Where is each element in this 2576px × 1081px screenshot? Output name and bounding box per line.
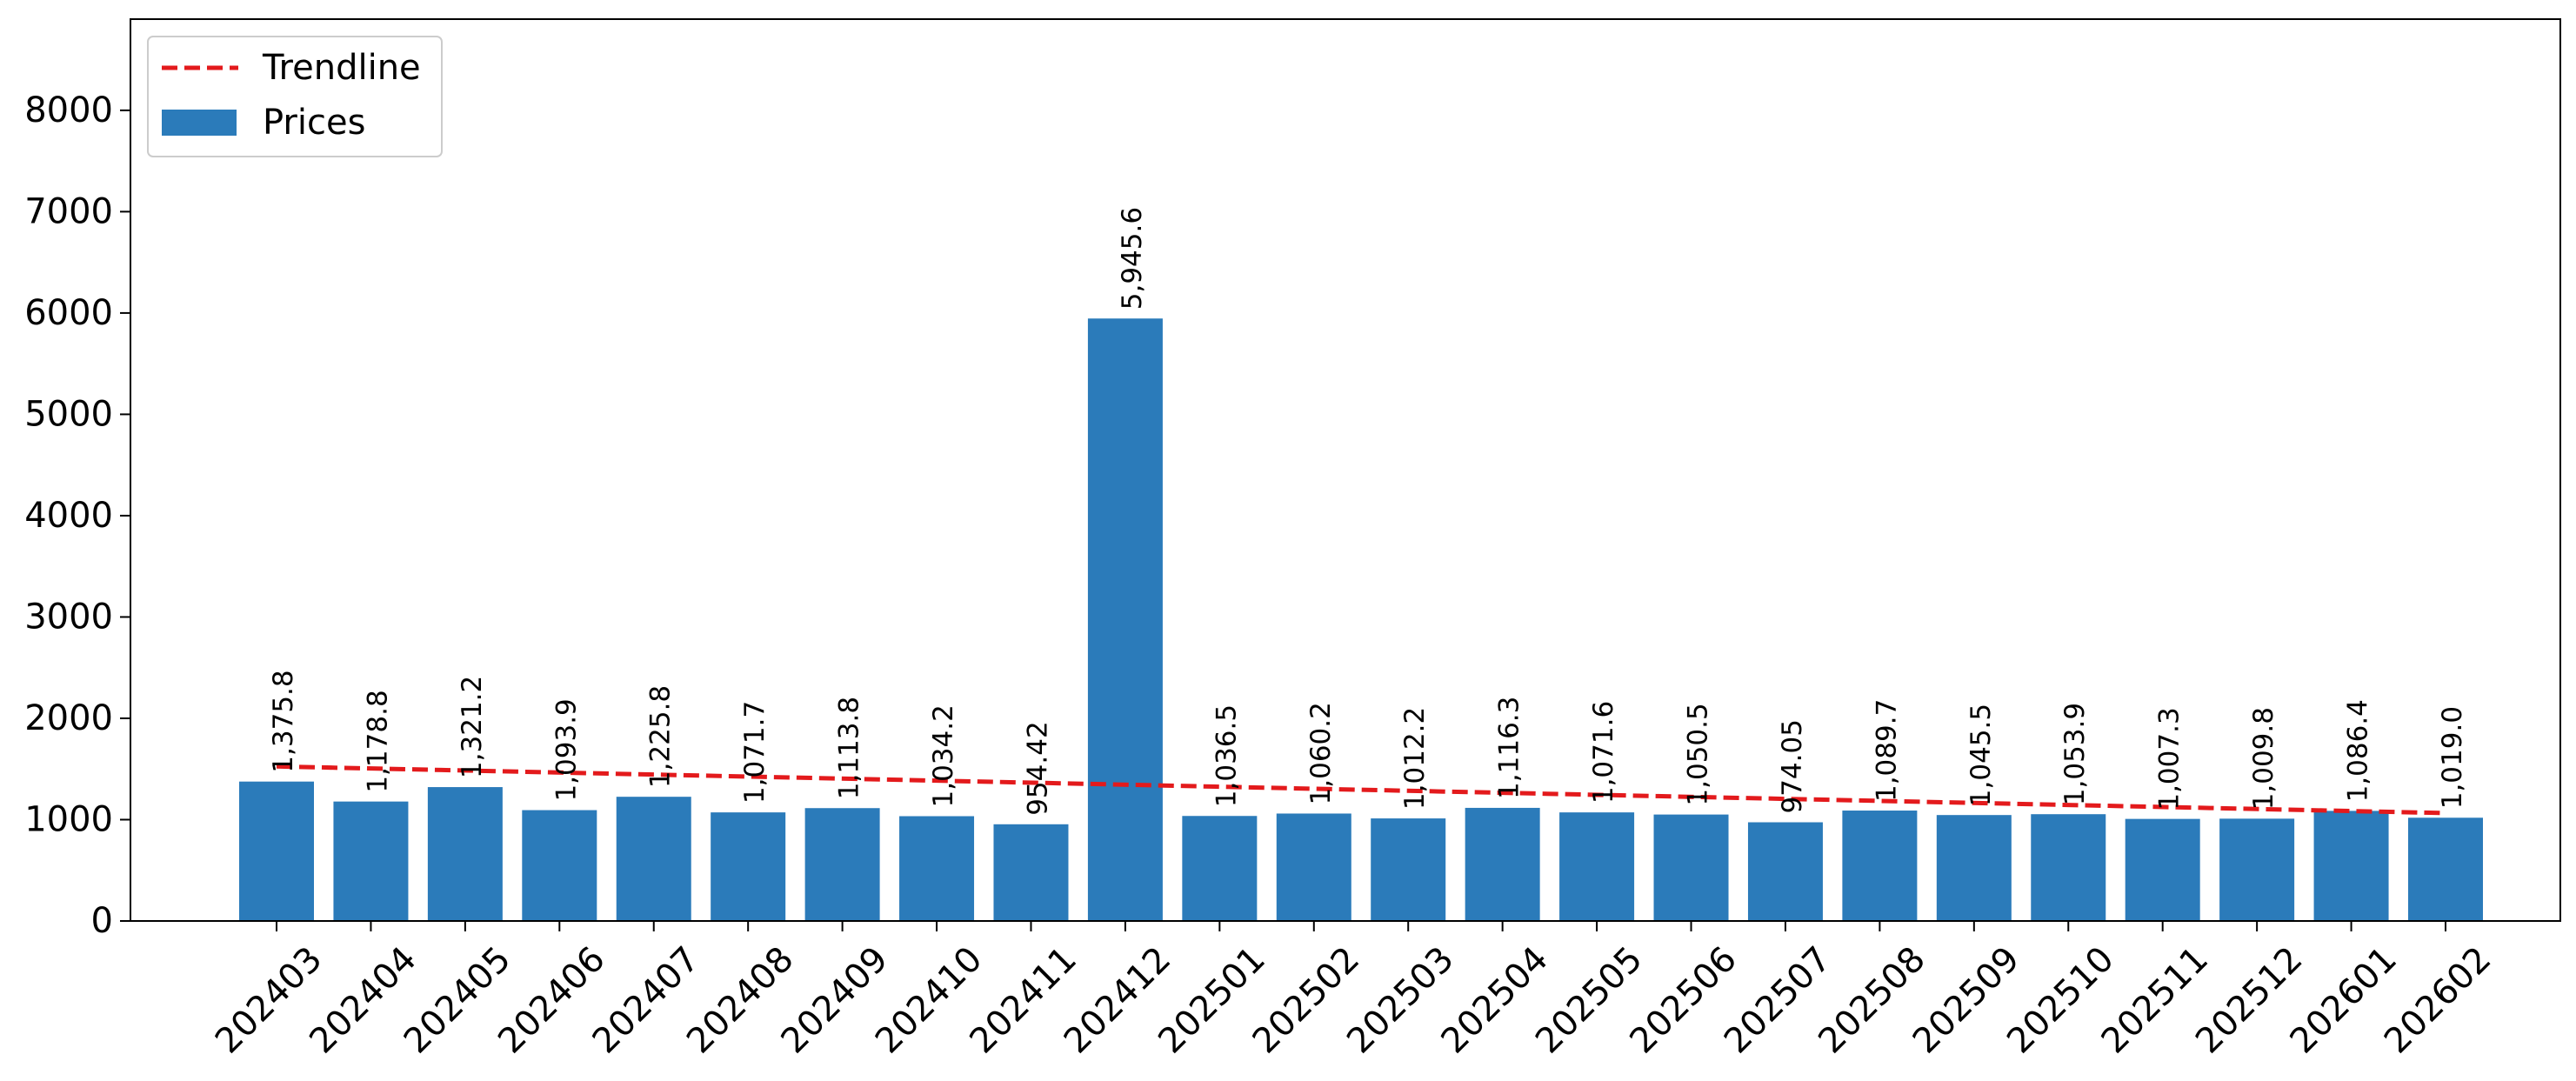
bars xyxy=(239,318,2483,921)
bar-202504 xyxy=(1465,807,1540,921)
bar-202502 xyxy=(1276,813,1351,921)
value-label-202501: 1,036.5 xyxy=(1211,704,1242,807)
value-label-202505: 1,071.6 xyxy=(1588,701,1619,804)
value-label-202403: 1,375.8 xyxy=(268,670,299,772)
value-label-202507: 974.05 xyxy=(1777,719,1808,813)
value-label-202512: 1,009.8 xyxy=(2248,707,2279,810)
bar-202406 xyxy=(522,810,597,921)
x-tick-label: 202602 xyxy=(2377,939,2499,1062)
value-label-202406: 1,093.9 xyxy=(551,698,582,801)
bar-202404 xyxy=(333,801,409,921)
bar-202511 xyxy=(2125,818,2200,921)
y-tick-label: 0 xyxy=(91,901,113,941)
bar-202411 xyxy=(993,824,1069,921)
bar-202412 xyxy=(1087,318,1163,921)
value-label-202502: 1,060.2 xyxy=(1305,702,1337,804)
bar-202503 xyxy=(1371,818,1446,921)
value-label-202511: 1,007.3 xyxy=(2154,707,2186,810)
y-tick-label: 5000 xyxy=(24,394,113,434)
legend-prices-swatch xyxy=(162,110,237,136)
value-label-202602: 1,019.0 xyxy=(2437,706,2468,809)
plot-area xyxy=(130,19,2560,921)
y-tick-label: 8000 xyxy=(24,90,113,130)
bar-202410 xyxy=(899,816,975,921)
value-label-202509: 1,045.5 xyxy=(1965,704,1997,806)
plot-frame xyxy=(130,18,2561,922)
value-label-202412: 5,945.6 xyxy=(1117,207,1148,310)
bar-202509 xyxy=(1936,815,2012,921)
value-label-202404: 1,178.8 xyxy=(362,690,393,792)
legend-trendline-label: Trendline xyxy=(262,48,421,88)
value-label-202504: 1,116.3 xyxy=(1494,697,1525,799)
bar-202510 xyxy=(2031,814,2106,921)
value-label-202503: 1,012.2 xyxy=(1399,707,1431,810)
bar-202512 xyxy=(2219,818,2295,921)
y-tick-label: 2000 xyxy=(24,698,113,738)
bar-202408 xyxy=(711,812,786,921)
legend: Trendline Prices xyxy=(147,36,443,157)
value-label-202409: 1,113.8 xyxy=(834,697,865,799)
value-label-202508: 1,089.7 xyxy=(1871,699,1902,802)
bar-202508 xyxy=(1842,811,1918,921)
bar-202501 xyxy=(1182,816,1258,921)
y-tick-label: 7000 xyxy=(24,191,113,231)
value-label-202601: 1,086.4 xyxy=(2343,699,2374,802)
y-axis: 0 1000 2000 3000 4000 5000 6000 7000 8000 xyxy=(24,90,130,941)
value-label-202410: 1,034.2 xyxy=(928,704,959,807)
bar-202405 xyxy=(427,787,503,921)
value-label-202510: 1,053.9 xyxy=(2059,703,2091,805)
y-tick-label: 1000 xyxy=(24,799,113,839)
y-tick-label: 4000 xyxy=(24,496,113,536)
bar-202602 xyxy=(2408,817,2483,921)
x-axis: 2024032024042024052024062024072024082024… xyxy=(208,921,2499,1061)
bar-202407 xyxy=(616,797,691,921)
y-tick-label: 6000 xyxy=(24,293,113,333)
bar-202507 xyxy=(1747,822,1823,921)
value-label-202405: 1,321.2 xyxy=(457,676,488,778)
bar-202409 xyxy=(804,808,880,921)
bar-202403 xyxy=(239,781,314,921)
bar-202505 xyxy=(1559,812,1635,921)
bar-202601 xyxy=(2313,811,2389,921)
value-label-202408: 1,071.7 xyxy=(739,701,771,804)
value-labels: 1,375.8 1,178.8 1,321.2 1,093.9 1,225.8 1,071… xyxy=(268,207,2468,816)
y-tick-label: 3000 xyxy=(24,597,113,637)
legend-prices-label: Prices xyxy=(263,103,365,143)
value-label-202407: 1,225.8 xyxy=(645,685,677,788)
bar-202506 xyxy=(1653,814,1729,921)
value-label-202411: 954.42 xyxy=(1022,721,1053,815)
value-label-202506: 1,050.5 xyxy=(1683,703,1714,805)
